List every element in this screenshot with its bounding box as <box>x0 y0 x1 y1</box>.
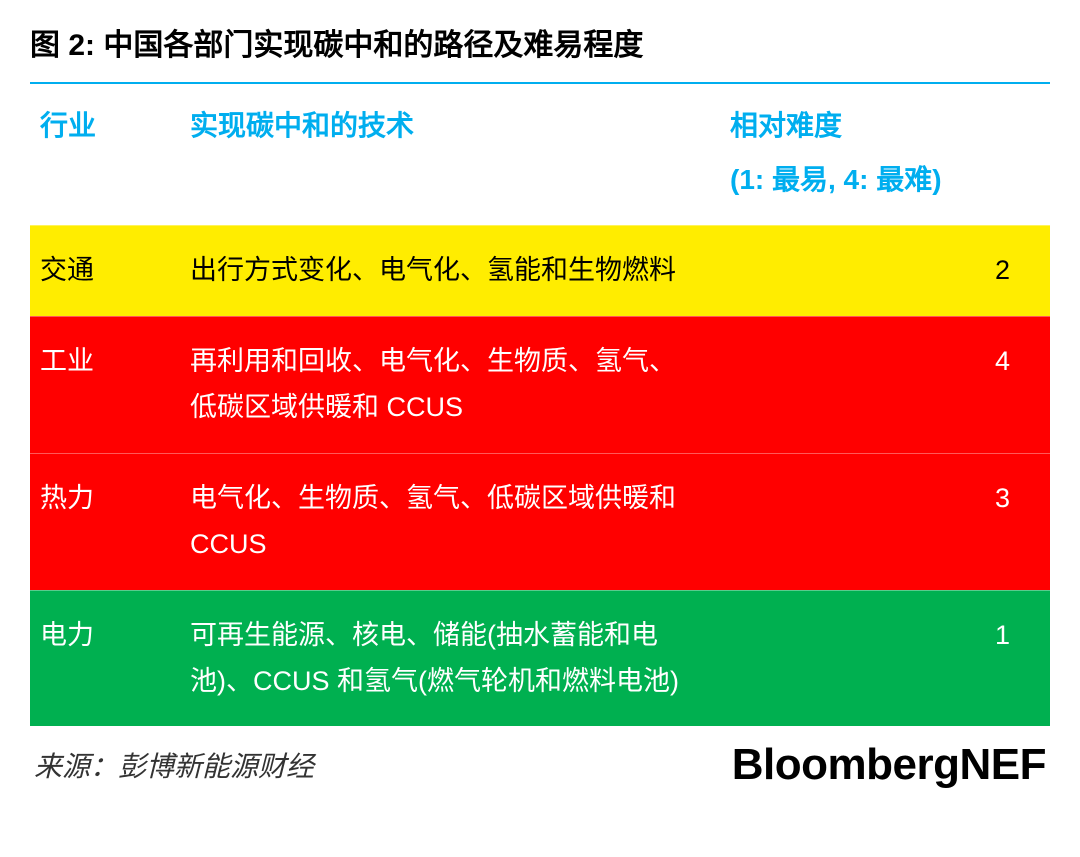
header-sector: 行业 <box>30 102 190 203</box>
figure-title: 图 2: 中国各部门实现碳中和的路径及难易程度 <box>30 20 1050 64</box>
technology-cell: 电气化、生物质、氢气、低碳区域供暖和 CCUS <box>190 476 730 568</box>
figure-footer: 来源：彭博新能源财经 BloombergNEF <box>30 740 1050 790</box>
carbon-neutrality-table: 行业 实现碳中和的技术 相对难度 (1: 最易, 4: 最难) 交通出行方式变化… <box>30 82 1050 726</box>
header-difficulty-line1: 相对难度 <box>730 102 1040 150</box>
difficulty-cell: 4 <box>730 339 1040 431</box>
technology-cell: 出行方式变化、电气化、氢能和生物燃料 <box>190 248 730 294</box>
sector-cell: 热力 <box>30 476 190 568</box>
table-row: 交通出行方式变化、电气化、氢能和生物燃料2 <box>30 225 1050 316</box>
difficulty-cell: 1 <box>730 613 1040 705</box>
technology-cell: 可再生能源、核电、储能(抽水蓄能和电池)、CCUS 和氢气(燃气轮机和燃料电池) <box>190 613 730 705</box>
sector-cell: 电力 <box>30 613 190 705</box>
technology-cell: 再利用和回收、电气化、生物质、氢气、低碳区域供暖和 CCUS <box>190 339 730 431</box>
header-technology: 实现碳中和的技术 <box>190 102 730 203</box>
sector-cell: 交通 <box>30 248 190 294</box>
source-text: 来源：彭博新能源财经 <box>34 745 314 785</box>
difficulty-cell: 3 <box>730 476 1040 568</box>
header-difficulty: 相对难度 (1: 最易, 4: 最难) <box>730 102 1040 203</box>
table-row: 工业再利用和回收、电气化、生物质、氢气、低碳区域供暖和 CCUS4 <box>30 316 1050 453</box>
header-difficulty-line2: (1: 最易, 4: 最难) <box>730 156 1040 204</box>
difficulty-cell: 2 <box>730 248 1040 294</box>
sector-cell: 工业 <box>30 339 190 431</box>
table-header-row: 行业 实现碳中和的技术 相对难度 (1: 最易, 4: 最难) <box>30 84 1050 225</box>
table-row: 电力可再生能源、核电、储能(抽水蓄能和电池)、CCUS 和氢气(燃气轮机和燃料电… <box>30 590 1050 727</box>
table-row: 热力电气化、生物质、氢气、低碳区域供暖和 CCUS3 <box>30 453 1050 590</box>
brand-logo-text: BloombergNEF <box>732 740 1046 790</box>
